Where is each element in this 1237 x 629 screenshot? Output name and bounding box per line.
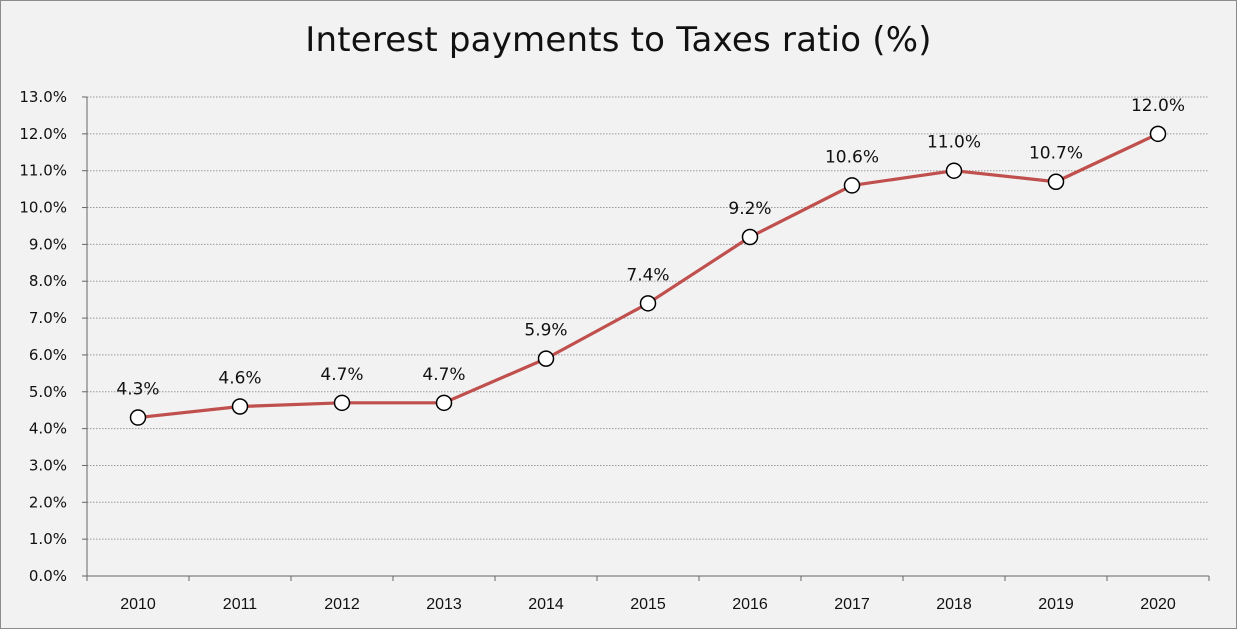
- y-tick-label: 1.0%: [29, 530, 67, 548]
- x-tick-label: 2013: [426, 596, 462, 613]
- data-point: [741, 228, 759, 246]
- data-point: [435, 394, 453, 412]
- x-tick-label: 2018: [936, 596, 972, 613]
- data-point: [945, 162, 963, 179]
- x-tick-label: 2017: [834, 596, 870, 613]
- data-label: 9.2%: [728, 199, 771, 219]
- data-label: 7.4%: [626, 265, 669, 285]
- data-label: 12.0%: [1131, 96, 1185, 116]
- x-tick-label: 2010: [120, 596, 156, 613]
- data-point: [1149, 125, 1167, 143]
- x-tick-label: 2020: [1140, 596, 1176, 613]
- y-tick-labels: 0.0% 1.0% 2.0% 3.0% 4.0% 5.0% 6.0% 7.0% 8.0% 9.0%…: [19, 88, 67, 585]
- x-tick-label: 2019: [1038, 596, 1074, 613]
- y-tick-label: 2.0%: [29, 493, 67, 511]
- y-tick-label: 8.0%: [29, 272, 67, 290]
- y-tick-label: 13.0%: [19, 88, 67, 106]
- data-point: [129, 409, 147, 426]
- y-tick-label: 6.0%: [29, 346, 67, 364]
- data-point: [1047, 173, 1065, 190]
- data-labels: 4.3% 4.6% 4.7% 4.7% 5.9% 7.4% 9.2% 10.6% 11.0% 10…: [116, 96, 1185, 400]
- chart-title: Interest payments to Taxes ratio (%): [305, 20, 932, 60]
- data-point: [843, 177, 861, 194]
- data-label: 10.7%: [1029, 144, 1083, 164]
- y-tick-label: 10.0%: [19, 199, 67, 217]
- x-tick-label: 2016: [732, 596, 768, 613]
- x-tick-label: 2015: [630, 596, 666, 613]
- y-tick-label: 12.0%: [19, 125, 67, 143]
- y-tick-label: 9.0%: [29, 235, 67, 253]
- gridlines: [87, 96, 1209, 540]
- data-label: 4.6%: [218, 369, 261, 389]
- data-point: [333, 394, 351, 412]
- data-point: [537, 350, 555, 367]
- data-label: 4.7%: [320, 365, 363, 385]
- y-tick-label: 5.0%: [29, 383, 67, 401]
- y-tick-label: 4.0%: [29, 420, 67, 438]
- data-label: 5.9%: [524, 321, 567, 341]
- data-label: 10.6%: [825, 147, 879, 167]
- data-point: [231, 398, 249, 415]
- y-tick-label: 11.0%: [19, 162, 67, 180]
- x-tick-labels: 2010 2011 2012 2013 2014 2015 2016 2017 2018 2019…: [120, 596, 1176, 613]
- data-point: [639, 295, 657, 312]
- data-label: 11.0%: [927, 133, 981, 153]
- data-label: 4.3%: [116, 380, 159, 400]
- x-tick-label: 2012: [324, 596, 360, 613]
- data-label: 4.7%: [422, 365, 465, 385]
- axes: [82, 96, 1210, 581]
- y-tick-label: 0.0%: [29, 567, 67, 585]
- data-points: [129, 125, 1167, 426]
- y-tick-label: 3.0%: [29, 456, 67, 474]
- x-tick-label: 2011: [223, 596, 258, 613]
- y-tick-label: 7.0%: [29, 309, 67, 327]
- x-tick-label: 2014: [528, 596, 564, 613]
